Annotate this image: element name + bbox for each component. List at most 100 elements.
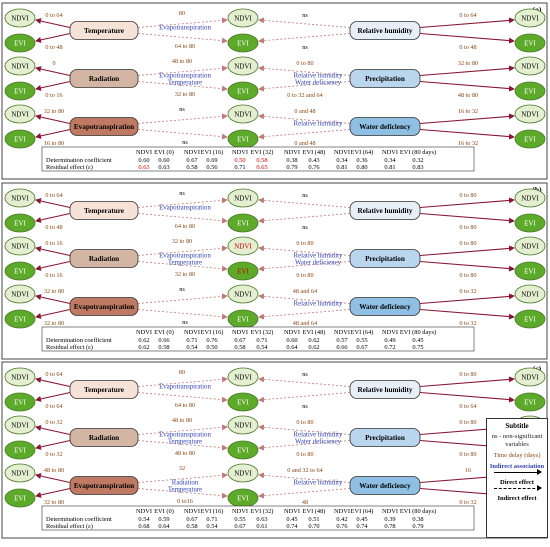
table-header: NDVI (382, 329, 398, 336)
indirect-association-label: Temperature (168, 80, 202, 87)
predictor-left-label: Radiation (89, 434, 119, 442)
mid-evi-label: EVI (237, 136, 249, 144)
indirect-arrow (258, 309, 351, 320)
residual-value: 0.64 (286, 344, 298, 351)
time-delay-label: 0 to 32 (45, 419, 62, 426)
determination-value: 0.60 (286, 337, 297, 344)
time-delay-label: 0 to 48 (45, 44, 62, 51)
mid-right-bottom-label: 0 to 80 (296, 451, 313, 458)
predictor-left-label: Temperature (84, 27, 124, 35)
left-ndvi-label: NDVI (11, 374, 29, 382)
mid-right-top-label: 0 to 80 (296, 419, 313, 426)
time-delay-label: 0 to 80 (459, 224, 476, 231)
panel-frame (1, 182, 548, 360)
direct-arrow (419, 128, 515, 140)
time-delay-label: 0 to 80 (459, 451, 476, 458)
predictor-left-box (69, 249, 139, 268)
mid-evi-label: EVI (237, 316, 249, 324)
residual-value: 0.61 (256, 523, 267, 530)
table-header: EVI (64) (351, 329, 374, 336)
indirect-arrow (137, 213, 228, 224)
mid-left-top-label: 48 to 80 (172, 417, 192, 424)
direct-arrow (35, 425, 71, 436)
time-delay-label: 48 to 80 (458, 92, 478, 99)
determination-value: 0.59 (158, 516, 169, 523)
determination-value: 0.55 (356, 337, 367, 344)
time-delay-label: 0 to 48 (45, 224, 62, 231)
time-delay-label: 0 to 80 (459, 419, 476, 426)
direct-arrow (35, 473, 71, 484)
determination-value: 0.60 (138, 157, 149, 164)
direct-arrow (35, 212, 71, 223)
residual-value: 0.56 (206, 164, 217, 171)
indirect-arrow (258, 392, 351, 403)
determination-value: 0.63 (256, 516, 267, 523)
mid-left-bottom-label: ns (182, 319, 188, 326)
indirect-association-label: Relative humidity (294, 432, 343, 439)
determination-value: 0.49 (384, 337, 395, 344)
residual-value: 0.54 (186, 344, 198, 351)
time-delay-label: 32 to 80 (44, 288, 64, 295)
predictor-left-label: Evapotranspiration (74, 303, 134, 311)
table-header: EVI (16) (201, 329, 224, 336)
left-evi-label: EVI (14, 316, 26, 324)
table-header: NDVI (136, 149, 152, 156)
determination-value: 0.71 (186, 337, 197, 344)
predictor-right-label: Water deficiency (359, 123, 411, 131)
left-ndvi-label: NDVI (11, 15, 29, 23)
mid-right-bottom-label: 0 to 80 (296, 272, 313, 279)
mid-left-bottom-label: 32 to 80 (175, 91, 195, 98)
predictor-left-box (69, 117, 139, 136)
predictor-right-box (349, 201, 421, 220)
residual-value: 0.65 (256, 164, 267, 171)
indirect-arrow (258, 245, 351, 256)
table-header: EVI (0) (154, 149, 174, 156)
left-ndvi-node (4, 56, 36, 76)
right-evi-label: EVI (524, 399, 536, 407)
table-header: EVI (16) (201, 149, 224, 156)
determination-value: 0.54 (138, 516, 150, 523)
residual-value: 0.81 (384, 164, 395, 171)
predictor-left-label: Evapotranspiration (74, 482, 134, 490)
determination-value: 0.34 (384, 157, 396, 164)
predictor-left-label: Evapotranspiration (74, 123, 134, 131)
direct-arrow (35, 66, 71, 77)
indirect-arrow (258, 488, 351, 499)
time-delay-label: 16 to 80 (44, 140, 64, 147)
legend-indirect-association: Indirect association (489, 463, 545, 470)
mid-evi-node (227, 261, 259, 281)
left-ndvi-node (4, 8, 36, 28)
indirect-association-label: Evapotranspiration (159, 384, 211, 391)
mid-ndvi-label: NDVI (234, 15, 252, 23)
right-ndvi-node (514, 188, 546, 208)
predictor-right-box (349, 297, 421, 316)
right-ndvi-label: NDVI (521, 15, 539, 23)
mid-right-bottom-label: 0 and 48 (294, 140, 315, 147)
determination-value: 0.42 (336, 516, 347, 523)
indirect-arrow (137, 33, 228, 44)
residual-value: 0.72 (384, 344, 395, 351)
determination-value: 0.50 (234, 157, 245, 164)
left-evi-node (4, 129, 36, 149)
mid-ndvi-label: NDVI (234, 291, 252, 299)
determination-value: 0.60 (158, 157, 169, 164)
predictor-right-box (349, 69, 421, 88)
determination-value: 0.36 (356, 157, 367, 164)
mid-ndvi-node (227, 104, 259, 124)
left-evi-label: EVI (14, 495, 26, 503)
direct-arrow (419, 65, 515, 77)
direct-effect-arrow-icon (494, 469, 542, 477)
mid-right-bottom-label: ns (302, 44, 308, 51)
left-evi-node (4, 440, 36, 460)
mid-left-top-label: 80 (179, 10, 185, 17)
direct-arrow (419, 80, 515, 92)
direct-arrow (419, 308, 515, 320)
determination-value: 0.43 (308, 157, 319, 164)
mid-right-top-label: ns (302, 12, 308, 19)
predictor-left-label: Temperature (84, 386, 124, 394)
stats-table (41, 146, 475, 172)
determination-value: 0.51 (308, 516, 319, 523)
right-evi-node (514, 261, 546, 281)
right-evi-node (514, 129, 546, 149)
